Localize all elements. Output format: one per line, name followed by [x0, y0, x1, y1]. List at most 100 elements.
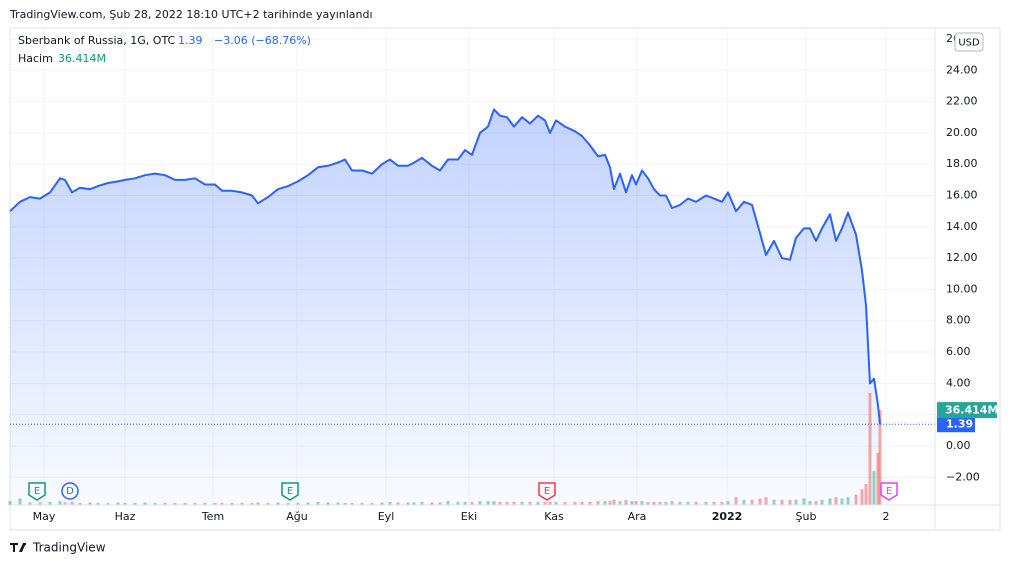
- volume-bar: [396, 502, 400, 505]
- volume-bar: [704, 501, 708, 505]
- volume-bar: [772, 499, 776, 505]
- x-tick-label: Tem: [201, 510, 224, 523]
- x-tick-label: Haz: [115, 510, 136, 523]
- event-shape: [28, 482, 46, 501]
- volume-bar: [58, 501, 62, 505]
- event-label: E: [287, 486, 293, 497]
- volume-bar: [380, 502, 384, 505]
- volume-bar: [286, 502, 290, 505]
- volume-bar: [612, 499, 616, 505]
- y-tick-label: 24.00: [946, 63, 978, 76]
- volume-bar: [750, 499, 754, 505]
- volume-bar: [548, 501, 552, 505]
- volume-bar: [678, 501, 682, 505]
- volume-bar: [864, 484, 868, 505]
- volume-bar: [860, 489, 864, 505]
- volume-bar: [412, 502, 416, 505]
- volume-bar: [758, 498, 762, 505]
- volume-bar: [96, 502, 100, 505]
- event-marker[interactable]: E: [28, 482, 46, 501]
- volume-bar: [28, 502, 32, 505]
- volume-bar: [446, 501, 450, 505]
- footer-logo: [10, 543, 26, 552]
- last-price-badge: [937, 416, 975, 433]
- volume-bar: [652, 501, 656, 505]
- volume-badge: [937, 402, 997, 419]
- volume-bar: [406, 502, 410, 505]
- volume-bar: [624, 499, 628, 505]
- volume-bar: [630, 501, 634, 505]
- volume-bar: [478, 501, 482, 505]
- volume-bar: [720, 501, 724, 505]
- y-tick-label: 14.00: [946, 220, 978, 233]
- volume-bar: [276, 502, 280, 505]
- volume-bar: [173, 502, 177, 505]
- volume-bar: [316, 501, 320, 505]
- volume-badge-label: 36.414M: [945, 404, 998, 417]
- x-tick-label: Şub: [796, 510, 817, 523]
- volume-bar: [554, 501, 558, 505]
- volume-bar: [296, 502, 300, 505]
- price-line: [9, 108, 881, 425]
- volume-bar: [193, 502, 197, 505]
- volume-bar: [505, 501, 509, 505]
- volume-bar: [438, 502, 442, 505]
- y-tick-label: 16.00: [946, 189, 978, 202]
- event-label: E: [544, 486, 550, 497]
- volume-bar: [634, 501, 638, 505]
- y-tick-label: 20.00: [946, 126, 978, 139]
- event-shape: [281, 482, 299, 501]
- volume-bar: [588, 501, 592, 505]
- y-tick-label: 4.00: [946, 376, 971, 389]
- event-marker[interactable]: E: [538, 482, 556, 501]
- volume-bar: [183, 502, 187, 505]
- volume-bar: [596, 501, 600, 505]
- legend-volume-name: Hacim: [18, 52, 53, 65]
- volume-bar: [306, 502, 310, 505]
- volume-bar: [116, 502, 120, 505]
- event-marker[interactable]: D: [61, 482, 79, 500]
- volume-bar: [420, 501, 424, 505]
- volume-bar: [470, 501, 474, 505]
- x-tick-label: Ağu: [286, 510, 307, 523]
- volume-bar: [670, 501, 674, 505]
- volume-bar: [563, 501, 567, 505]
- volume-bar: [88, 502, 92, 505]
- last-price-label: 1.39: [946, 418, 973, 431]
- x-tick-label: 2: [883, 510, 890, 523]
- volume-bar: [726, 501, 730, 505]
- volume-bar: [370, 502, 374, 505]
- y-tick-label: 0.00: [946, 439, 971, 452]
- x-tick-label: Kas: [544, 510, 564, 523]
- volume-bar: [820, 499, 824, 505]
- x-tick-label: May: [33, 510, 56, 523]
- event-marker[interactable]: E: [281, 482, 299, 501]
- volume-bar: [788, 499, 792, 505]
- volume-bar: [213, 502, 217, 505]
- volume-bar: [694, 501, 698, 505]
- legend-title: Sberbank of Russia, 1G, OTC: [18, 34, 176, 47]
- y-tick-label: −2.00: [946, 470, 980, 483]
- volume-bar: [536, 501, 540, 505]
- volume-bar: [153, 502, 157, 505]
- volume-bar: [336, 502, 340, 505]
- volume-bar: [764, 497, 768, 505]
- volume-bar: [646, 501, 650, 505]
- volume-bar: [618, 501, 622, 505]
- volume-bar: [203, 502, 207, 505]
- volume-bar: [63, 502, 67, 505]
- volume-bar: [240, 502, 244, 505]
- footer: TradingView: [32, 541, 106, 555]
- volume-bar: [388, 501, 392, 505]
- volume-bar: [603, 501, 607, 505]
- x-tick-label: 2022: [712, 510, 743, 523]
- y-tick-label: 10.00: [946, 282, 978, 295]
- volume-bar: [220, 502, 224, 505]
- volume-bar: [854, 494, 858, 505]
- currency[interactable]: USD: [958, 38, 980, 49]
- event-marker[interactable]: E: [880, 482, 898, 501]
- currency-badge[interactable]: [954, 32, 984, 52]
